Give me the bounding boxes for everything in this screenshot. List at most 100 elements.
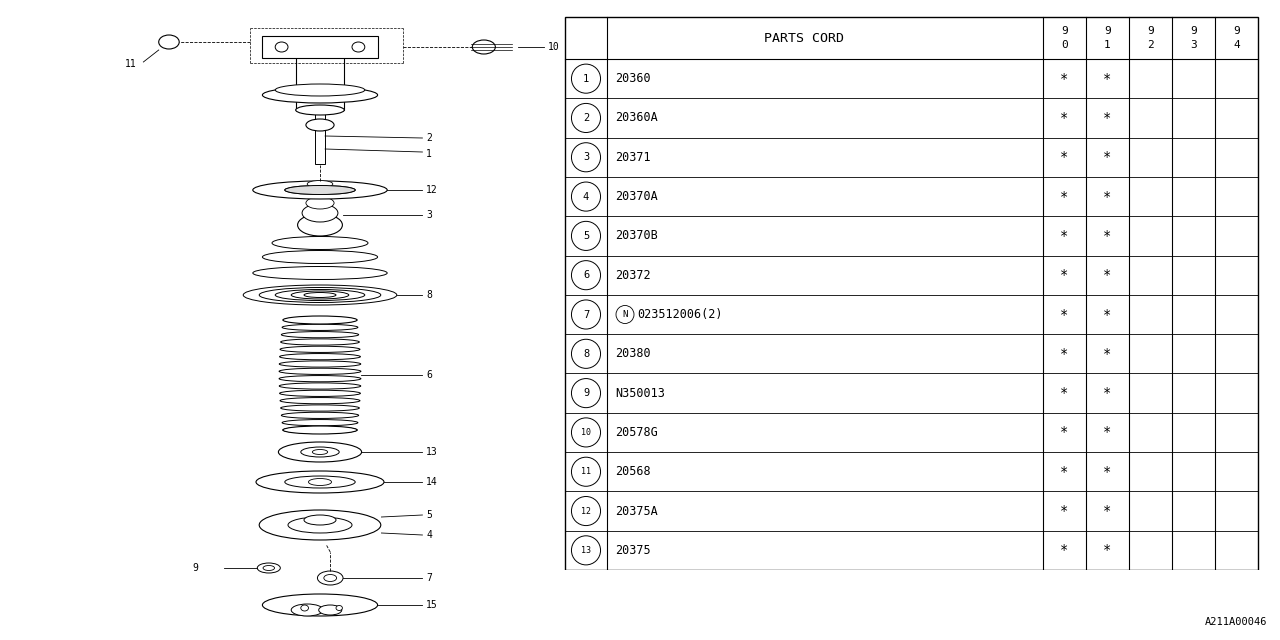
Text: *: * [1060,465,1069,479]
Text: *: * [1103,465,1112,479]
Ellipse shape [282,324,358,330]
Ellipse shape [306,119,334,131]
Text: *: * [1103,543,1112,557]
Text: *: * [1060,268,1069,282]
Text: *: * [1103,426,1112,440]
Text: 11: 11 [581,467,591,476]
Text: 9: 9 [1190,26,1197,36]
Text: 15: 15 [426,600,438,610]
Text: *: * [1103,150,1112,164]
Text: 9: 9 [582,388,589,398]
Ellipse shape [280,339,360,345]
Text: 0: 0 [1061,40,1068,50]
Ellipse shape [279,376,361,382]
Text: 9: 9 [1233,26,1240,36]
Text: 11: 11 [125,59,137,69]
Text: *: * [1103,307,1112,321]
Text: 4: 4 [426,530,433,540]
Text: 20375: 20375 [614,544,650,557]
Text: PARTS CORD: PARTS CORD [764,31,844,45]
Ellipse shape [285,186,356,195]
Text: 20370A: 20370A [614,190,658,203]
Bar [262,36,378,58]
Ellipse shape [282,412,358,419]
Ellipse shape [279,390,361,396]
Circle shape [571,64,600,93]
Text: 3: 3 [426,210,433,220]
Text: 20371: 20371 [614,151,650,164]
Circle shape [571,143,600,172]
Text: 10: 10 [548,42,559,52]
Ellipse shape [259,510,381,540]
Ellipse shape [262,594,378,616]
Text: *: * [1060,386,1069,400]
Text: N: N [622,310,627,319]
Text: 5: 5 [426,510,433,520]
Text: *: * [1103,111,1112,125]
Text: *: * [1103,268,1112,282]
Ellipse shape [282,420,358,426]
Ellipse shape [253,181,387,199]
Text: 2: 2 [1147,40,1153,50]
Ellipse shape [305,292,335,298]
Ellipse shape [279,383,361,389]
Text: N350013: N350013 [614,387,664,399]
Ellipse shape [319,605,342,615]
Text: 7: 7 [582,310,589,319]
Ellipse shape [253,266,387,280]
Text: 9: 9 [1061,26,1068,36]
Text: 14: 14 [426,477,438,487]
Ellipse shape [472,40,495,54]
Ellipse shape [305,515,335,525]
Text: *: * [1103,504,1112,518]
Text: *: * [1060,504,1069,518]
Ellipse shape [256,471,384,493]
Ellipse shape [317,571,343,585]
Ellipse shape [279,361,361,367]
Text: *: * [1060,543,1069,557]
Ellipse shape [257,563,280,573]
Text: 20372: 20372 [614,269,650,282]
Ellipse shape [159,35,179,49]
Text: 3: 3 [1190,40,1197,50]
Text: *: * [1060,229,1069,243]
Ellipse shape [283,427,357,433]
Text: 20568: 20568 [614,465,650,478]
Ellipse shape [285,476,356,488]
Circle shape [616,305,634,323]
Ellipse shape [264,566,275,570]
Text: 9: 9 [1147,26,1153,36]
Text: 20360: 20360 [614,72,650,85]
Ellipse shape [301,605,308,611]
Circle shape [571,260,600,290]
Ellipse shape [283,316,357,324]
Ellipse shape [296,105,344,115]
Ellipse shape [292,291,348,299]
Ellipse shape [298,214,343,236]
Circle shape [571,536,600,565]
Text: 2: 2 [426,133,433,143]
Ellipse shape [262,87,378,103]
Ellipse shape [279,353,361,360]
Text: 9: 9 [192,563,198,573]
Ellipse shape [312,449,328,454]
Ellipse shape [259,287,381,303]
Text: 20380: 20380 [614,348,650,360]
Text: *: * [1103,347,1112,361]
Ellipse shape [275,289,365,301]
Text: 1: 1 [426,149,433,159]
Text: 5: 5 [582,231,589,241]
Text: 20375A: 20375A [614,504,658,518]
Ellipse shape [280,397,360,404]
Ellipse shape [275,84,365,96]
Circle shape [571,221,600,250]
Text: A211A00046: A211A00046 [1204,617,1267,627]
Ellipse shape [308,479,332,486]
Text: 4: 4 [1233,40,1240,50]
Text: 20578G: 20578G [614,426,658,439]
Text: *: * [1060,307,1069,321]
Circle shape [571,457,600,486]
Ellipse shape [262,250,378,264]
Text: 20370B: 20370B [614,229,658,243]
Text: 8: 8 [426,290,433,300]
